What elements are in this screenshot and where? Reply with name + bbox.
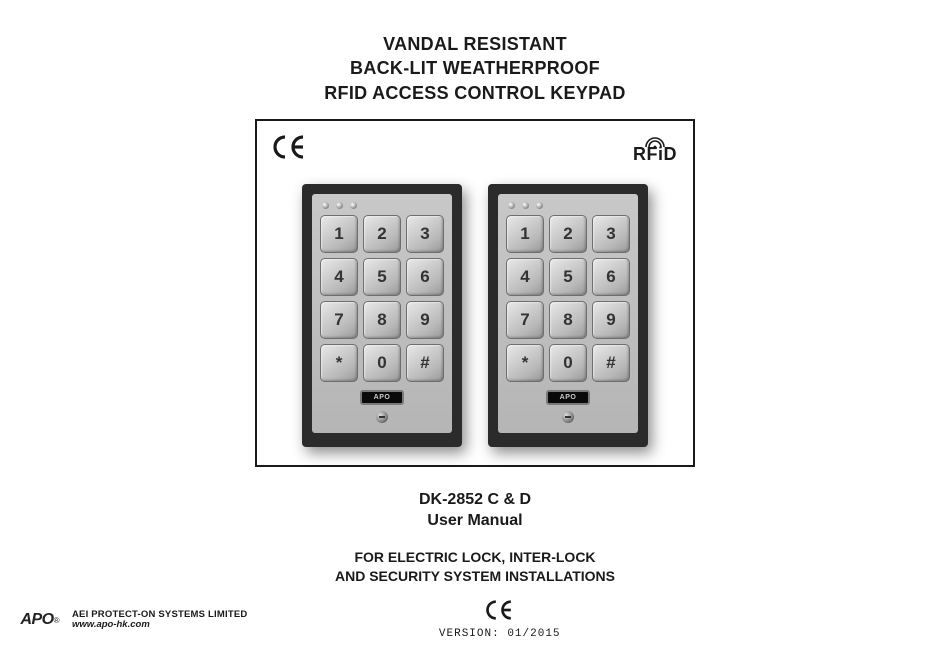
keypad-key: 9 bbox=[406, 301, 444, 339]
keypad-images: 1 2 3 4 5 6 7 8 9 * 0 # APO bbox=[273, 176, 677, 447]
ce-mark-icon bbox=[485, 600, 515, 626]
key-grid: 1 2 3 4 5 6 7 8 9 * 0 # bbox=[506, 215, 630, 382]
certification-row: RFiD bbox=[273, 135, 677, 166]
keypad-key: 2 bbox=[549, 215, 587, 253]
product-illustration-box: RFiD 1 2 3 4 5 6 bbox=[255, 119, 695, 467]
keypad-key: 0 bbox=[549, 344, 587, 382]
keypad-key: 2 bbox=[363, 215, 401, 253]
led-row bbox=[320, 202, 444, 209]
document-type: User Manual bbox=[0, 510, 950, 532]
keypad-face: 1 2 3 4 5 6 7 8 9 * 0 # APO bbox=[312, 194, 452, 433]
keypad-key: 0 bbox=[363, 344, 401, 382]
keypad-key: * bbox=[506, 344, 544, 382]
screw-icon bbox=[562, 411, 574, 423]
keypad-device: 1 2 3 4 5 6 7 8 9 * 0 # APO bbox=[302, 184, 462, 447]
model-number: DK-2852 C & D bbox=[0, 489, 950, 511]
main-title: VANDAL RESISTANT BACK-LIT WEATHERPROOF R… bbox=[0, 32, 950, 105]
desc-line: FOR ELECTRIC LOCK, INTER-LOCK bbox=[0, 548, 950, 567]
title-line: BACK-LIT WEATHERPROOF bbox=[0, 56, 950, 80]
keypad-bottom-panel: APO bbox=[506, 390, 630, 423]
keypad-key: 9 bbox=[592, 301, 630, 339]
keypad-face: 1 2 3 4 5 6 7 8 9 * 0 # APO bbox=[498, 194, 638, 433]
rfid-logo: RFiD bbox=[633, 136, 677, 165]
keypad-key: 6 bbox=[406, 258, 444, 296]
key-grid: 1 2 3 4 5 6 7 8 9 * 0 # bbox=[320, 215, 444, 382]
keypad-key: 7 bbox=[506, 301, 544, 339]
keypad-key: # bbox=[406, 344, 444, 382]
ce-mark-icon bbox=[273, 135, 307, 166]
brand-plate: APO bbox=[360, 390, 404, 405]
document-page: VANDAL RESISTANT BACK-LIT WEATHERPROOF R… bbox=[0, 0, 950, 646]
title-line: VANDAL RESISTANT bbox=[0, 32, 950, 56]
keypad-key: 4 bbox=[320, 258, 358, 296]
brand-plate: APO bbox=[546, 390, 590, 405]
keypad-key: 1 bbox=[320, 215, 358, 253]
registered-mark: ® bbox=[54, 616, 60, 625]
keypad-key: 5 bbox=[549, 258, 587, 296]
status-led bbox=[350, 202, 357, 209]
keypad-key: 3 bbox=[406, 215, 444, 253]
desc-line: AND SECURITY SYSTEM INSTALLATIONS bbox=[0, 567, 950, 586]
keypad-key: 6 bbox=[592, 258, 630, 296]
version-text: VERSION: 01/2015 bbox=[439, 628, 561, 640]
apo-logo: APO® bbox=[18, 608, 62, 632]
status-led bbox=[336, 202, 343, 209]
keypad-device: 1 2 3 4 5 6 7 8 9 * 0 # APO bbox=[488, 184, 648, 447]
keypad-key: 3 bbox=[592, 215, 630, 253]
keypad-key: 7 bbox=[320, 301, 358, 339]
keypad-key: 8 bbox=[363, 301, 401, 339]
rfid-waves-icon bbox=[645, 136, 665, 146]
keypad-key: 8 bbox=[549, 301, 587, 339]
status-led bbox=[536, 202, 543, 209]
keypad-bottom-panel: APO bbox=[320, 390, 444, 423]
footer-center: VERSION: 01/2015 bbox=[247, 600, 752, 640]
model-title: DK-2852 C & D User Manual bbox=[0, 489, 950, 532]
status-led bbox=[322, 202, 329, 209]
keypad-key: * bbox=[320, 344, 358, 382]
footer-company-block: APO® AEI PROTECT-ON SYSTEMS LIMITED www.… bbox=[18, 608, 247, 632]
application-description: FOR ELECTRIC LOCK, INTER-LOCK AND SECURI… bbox=[0, 548, 950, 586]
keypad-key: # bbox=[592, 344, 630, 382]
status-led bbox=[522, 202, 529, 209]
keypad-key: 4 bbox=[506, 258, 544, 296]
company-text: AEI PROTECT-ON SYSTEMS LIMITED www.apo-h… bbox=[72, 610, 247, 631]
apo-logo-text: APO bbox=[20, 611, 53, 629]
page-footer: APO® AEI PROTECT-ON SYSTEMS LIMITED www.… bbox=[0, 600, 950, 646]
company-url: www.apo-hk.com bbox=[72, 620, 247, 630]
led-row bbox=[506, 202, 630, 209]
keypad-key: 1 bbox=[506, 215, 544, 253]
keypad-key: 5 bbox=[363, 258, 401, 296]
status-led bbox=[508, 202, 515, 209]
screw-icon bbox=[376, 411, 388, 423]
title-line: RFID ACCESS CONTROL KEYPAD bbox=[0, 81, 950, 105]
